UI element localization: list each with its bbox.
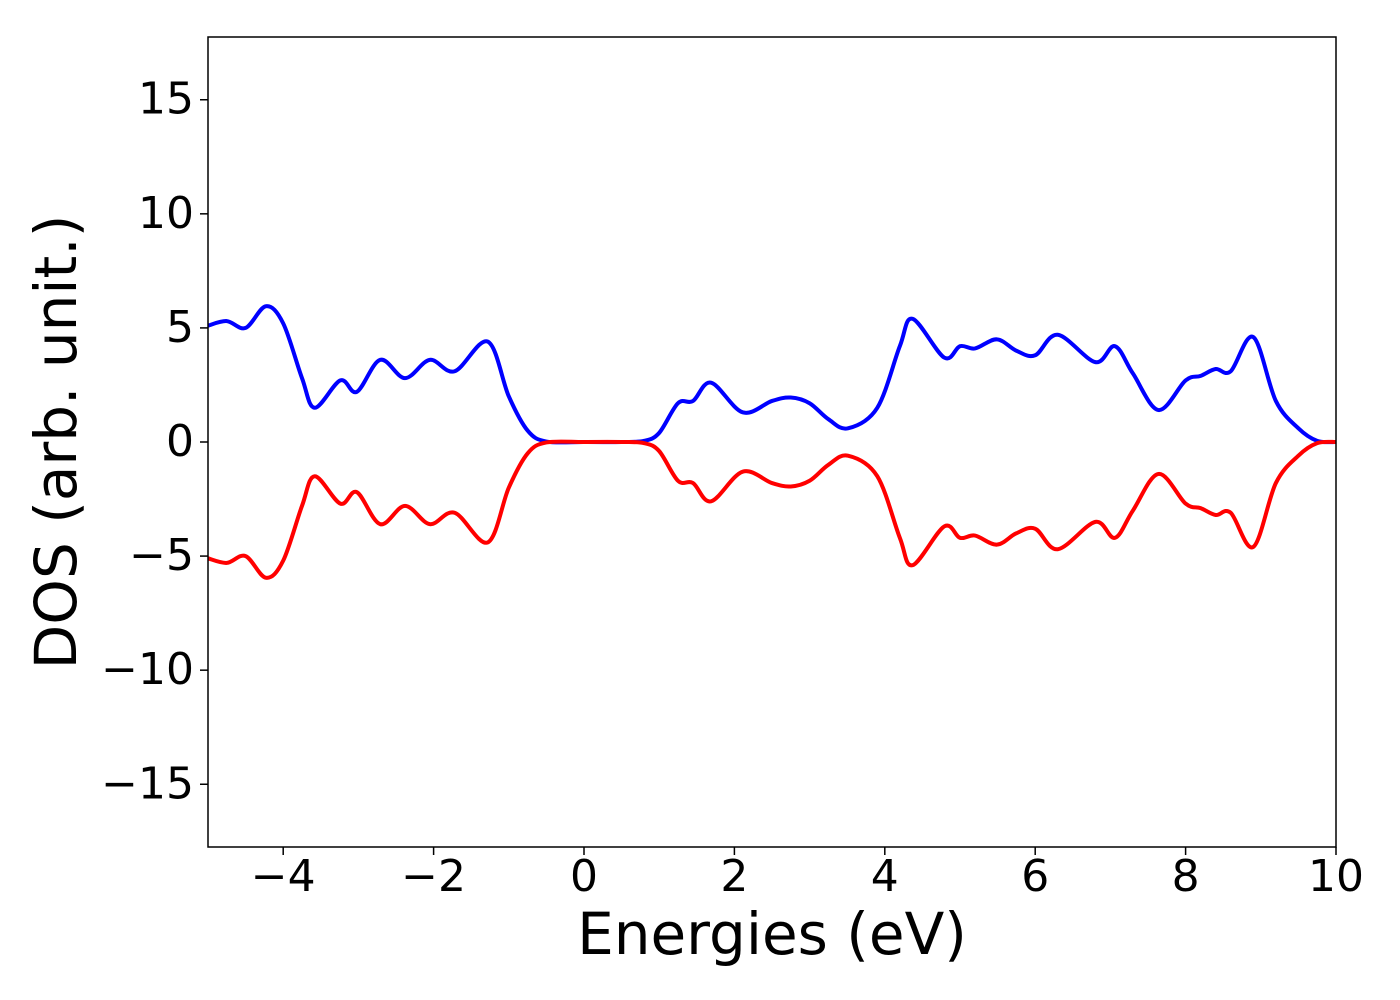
y-tick-label: −10 bbox=[101, 644, 194, 695]
x-tick-label: −2 bbox=[401, 851, 466, 902]
y-tick-label: 5 bbox=[166, 302, 194, 353]
y-tick-label: −5 bbox=[129, 530, 194, 581]
plot-frame bbox=[207, 36, 1337, 848]
x-tick-label: 8 bbox=[1172, 851, 1200, 902]
x-tick-label: 10 bbox=[1308, 851, 1364, 902]
x-tick-label: 2 bbox=[720, 851, 748, 902]
y-tick-label: 10 bbox=[138, 188, 194, 239]
y-axis-label: DOS (arb. unit.) bbox=[22, 215, 90, 670]
series-line bbox=[208, 304, 1336, 445]
y-tick-label: 15 bbox=[138, 74, 194, 125]
x-tick-label: 0 bbox=[570, 851, 598, 902]
y-tick-label: −15 bbox=[101, 758, 194, 809]
x-tick-label: 6 bbox=[1021, 851, 1049, 902]
series-line bbox=[208, 439, 1336, 580]
x-tick-label: 4 bbox=[871, 851, 899, 902]
x-axis-label: Energies (eV) bbox=[577, 900, 967, 968]
x-tick-label: −4 bbox=[251, 851, 316, 902]
y-tick-label: 0 bbox=[166, 416, 194, 467]
